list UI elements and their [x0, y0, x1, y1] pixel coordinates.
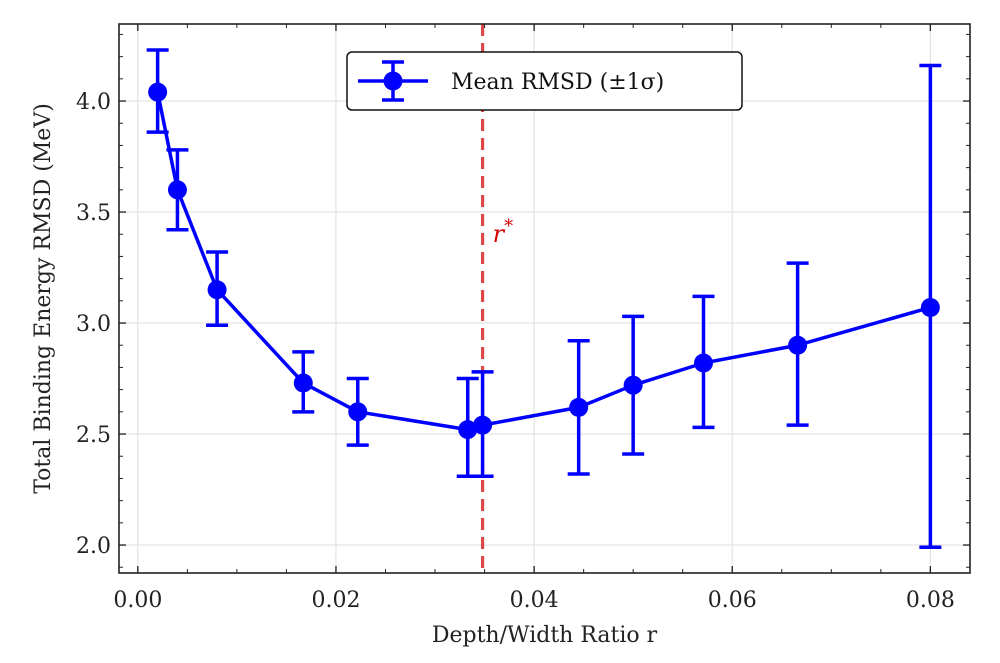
- data-point: [694, 353, 714, 373]
- data-point: [458, 420, 478, 440]
- ticks: 0.00 0.02 0.04 0.06 0.08 2.0 2.5 3.0 3.5 4.0: [76, 24, 970, 613]
- legend-box: [346, 51, 743, 111]
- data-point: [293, 373, 313, 393]
- series-layer: [146, 48, 942, 549]
- data-point: [167, 180, 187, 200]
- data-point: [473, 415, 493, 435]
- y-tick-label: 3.0: [76, 312, 111, 337]
- x-axis-label: Depth/Width Ratio r: [432, 623, 658, 648]
- data-point: [569, 397, 589, 417]
- r-star-label: r*: [493, 216, 513, 248]
- x-tick-label: 0.02: [311, 588, 360, 613]
- x-tick-label: 0.08: [906, 588, 955, 613]
- data-point: [788, 335, 808, 355]
- y-tick-label: 4.0: [76, 90, 111, 115]
- data-point: [348, 402, 368, 422]
- x-tick-label: 0.00: [113, 588, 162, 613]
- data-point: [623, 375, 643, 395]
- data-point: [207, 280, 227, 300]
- legend-point: [383, 71, 403, 91]
- data-point: [920, 297, 940, 317]
- plot-frame: [118, 23, 971, 574]
- y-tick-label: 2.5: [76, 423, 111, 448]
- x-tick-label: 0.06: [708, 588, 757, 613]
- x-tick-label: 0.04: [510, 588, 559, 613]
- legend-entry-label: Mean RMSD (±1σ): [451, 70, 664, 95]
- legend: Mean RMSD (±1σ): [346, 51, 743, 111]
- data-point: [148, 82, 168, 102]
- y-axis-label: Total Binding Energy RMSD (MeV): [31, 103, 56, 494]
- series-line: [155, 91, 931, 432]
- r-star-label-superscript: *: [504, 216, 513, 237]
- annotation-layer: r*: [493, 216, 513, 248]
- r-star-label-base: r: [493, 220, 506, 248]
- legend-marker-icon: [358, 60, 428, 102]
- y-tick-label: 2.0: [76, 534, 111, 559]
- y-tick-label: 3.5: [76, 201, 111, 226]
